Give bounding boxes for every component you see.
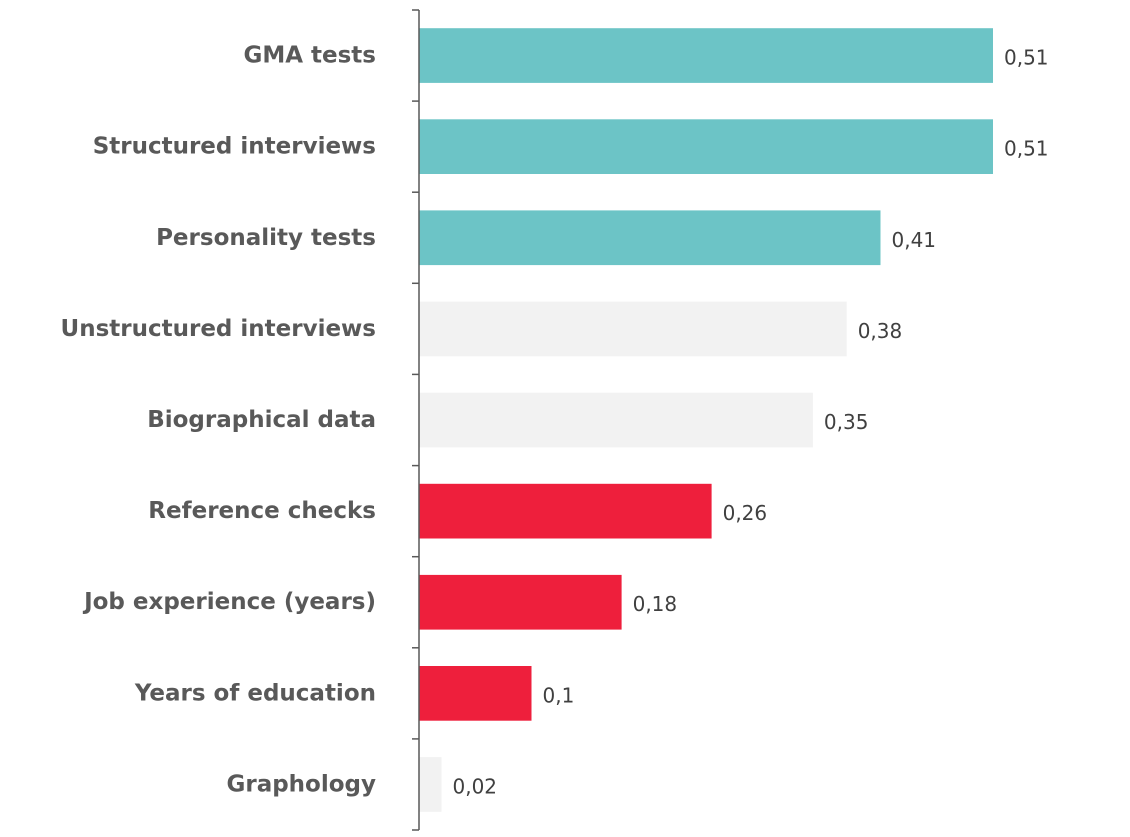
category-label: Job experience (years) [82, 589, 376, 615]
bar [419, 666, 532, 721]
value-label: 0,18 [633, 592, 678, 616]
category-label: Structured interviews [93, 134, 376, 160]
bar [419, 392, 813, 448]
value-label: 0,35 [824, 410, 869, 434]
bar [419, 574, 622, 630]
bar [419, 757, 442, 812]
value-label: 0,26 [723, 501, 768, 525]
category-labels-group: GMA tests Structured interviews Personalit… [61, 43, 376, 798]
value-labels-group: 0,51 0,51 0,41 0,38 0,35 0,26 0,18 0,1 0,02 [453, 46, 1049, 799]
category-label: Reference checks [148, 498, 376, 524]
bar [419, 483, 712, 539]
bar [419, 301, 847, 357]
category-label: Unstructured interviews [61, 316, 376, 342]
bar [419, 210, 881, 266]
value-label: 0,02 [453, 774, 498, 798]
category-label: Personality tests [156, 225, 376, 251]
bar [419, 119, 993, 174]
category-label: Graphology [226, 771, 376, 797]
value-label: 0,38 [858, 319, 903, 343]
bar [419, 28, 993, 83]
category-label: Biographical data [147, 407, 376, 433]
category-label: Years of education [134, 680, 376, 706]
bars-group [419, 28, 993, 812]
value-label: 0,41 [892, 228, 937, 252]
category-axis [412, 9, 420, 831]
category-label: GMA tests [243, 43, 376, 69]
value-label: 0,1 [543, 683, 575, 707]
value-label: 0,51 [1004, 137, 1049, 161]
value-label: 0,51 [1004, 46, 1049, 70]
